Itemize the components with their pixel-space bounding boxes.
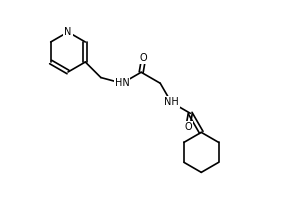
Text: O: O [184, 122, 192, 132]
Text: O: O [140, 53, 147, 63]
Text: NH: NH [164, 97, 178, 107]
Text: N: N [64, 27, 72, 37]
Text: HN: HN [115, 78, 130, 88]
